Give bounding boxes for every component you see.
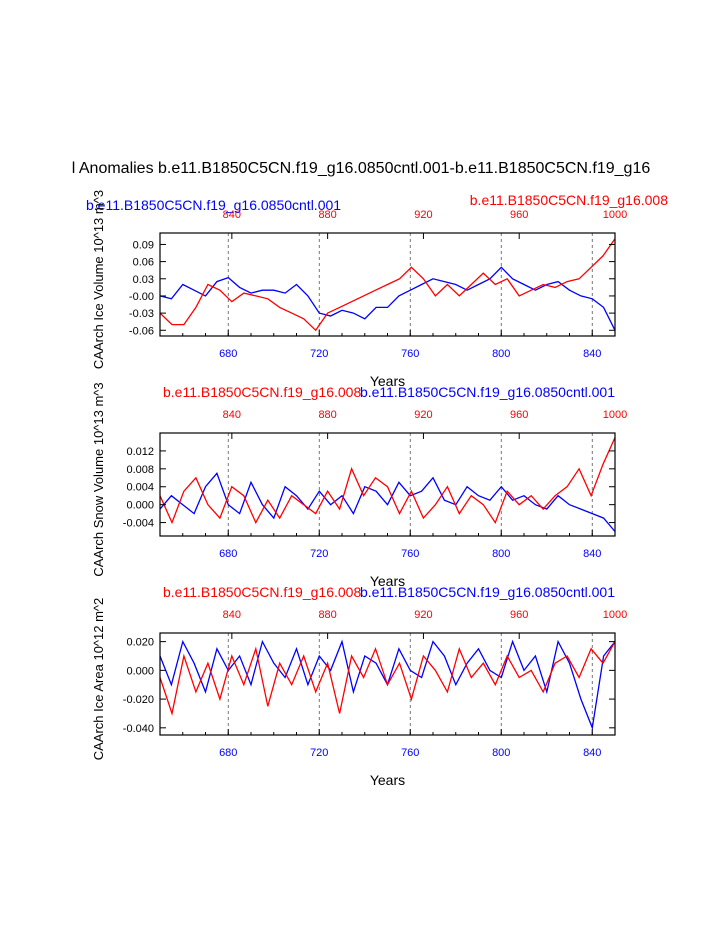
x-tick-label-top: 840 (223, 409, 241, 421)
x-tick-label-top: 920 (414, 609, 432, 621)
x-tick-label-top: 920 (414, 209, 432, 221)
x-tick-label-bottom: 680 (219, 348, 237, 360)
chart-panel-2: 680 720 760 800 840 840 880 920 960 1000 0.012 0.00… (91, 382, 627, 589)
x-tick-label-bottom: 840 (583, 747, 601, 759)
y-tick-label: -0.004 (123, 518, 154, 530)
y-tick-label: 0.012 (126, 446, 154, 458)
y-axis-title: CAArch Snow Volume 10^13 m^3 (91, 382, 106, 576)
y-tick-label: 0.06 (133, 257, 154, 269)
chart-panel-3: 680 720 760 800 840 840 880 920 960 1000 0.020 0.00… (91, 584, 627, 788)
chart-panel-1: 680 720 760 800 840 840 880 920 960 1000 0.09 0.06 0… (91, 190, 627, 389)
x-tick-label-bottom: 840 (583, 548, 601, 560)
x-tick-label-bottom: 800 (492, 747, 510, 759)
series-line-experiment (159, 641, 616, 716)
x-tick-label-top: 880 (318, 609, 336, 621)
series-line-experiment (159, 238, 616, 332)
x-tick-label-top: 1000 (603, 409, 627, 421)
x-tick-label-bottom: 760 (401, 548, 419, 560)
y-tick-label: 0.09 (133, 239, 154, 251)
x-tick-label-top: 960 (510, 209, 528, 221)
series-line-experiment (159, 437, 616, 525)
x-tick-label-bottom: 760 (401, 747, 419, 759)
x-tick-label-top: 840 (223, 209, 241, 221)
plot-frame (159, 432, 616, 537)
series-label-experiment: b.e11.B1850C5CN.f19_g16.008 (163, 584, 361, 600)
x-tick-label-bottom: 680 (219, 548, 237, 560)
series-label-experiment: b.e11.B1850C5CN.f19_g16.008 (163, 384, 361, 400)
x-tick-label-top: 880 (318, 409, 336, 421)
y-tick-label: 0.008 (126, 464, 154, 476)
x-tick-label-top: 1000 (603, 209, 627, 221)
y-tick-label: 0.000 (126, 665, 154, 677)
x-tick-label-top: 1000 (603, 609, 627, 621)
y-tick-label: 0.004 (126, 482, 154, 494)
x-tick-label-bottom: 840 (583, 348, 601, 360)
figure-title: l Anomalies b.e11.B1850C5CN.f19_g16.0850… (72, 160, 651, 177)
y-tick-label: -0.00 (129, 291, 154, 303)
y-tick-label: -0.06 (129, 325, 154, 337)
series-label-control: b.e11.B1850C5CN.f19_g16.0850cntl.001 (360, 584, 615, 600)
x-tick-label-bottom: 720 (310, 747, 328, 759)
x-tick-label-top: 920 (414, 409, 432, 421)
y-axis-title: CAArch Ice Area 10^12 m^2 (91, 598, 106, 761)
x-axis-title: Years (370, 573, 405, 589)
x-tick-label-bottom: 800 (492, 348, 510, 360)
series-line-control (159, 266, 616, 331)
x-tick-label-bottom: 720 (310, 548, 328, 560)
header-experiment-label: b.e11.B1850C5CN.f19_g16.008 (470, 192, 668, 208)
x-tick-label-bottom: 800 (492, 548, 510, 560)
y-axis-title: CAArch Ice Volume 10^13 m^3 (91, 190, 106, 369)
x-axis-title: Years (370, 772, 405, 788)
y-tick-label: 0.020 (126, 637, 154, 649)
x-tick-label-top: 960 (510, 409, 528, 421)
header-control-label: b.e11.B1850C5CN.f19_g16.0850cntl.001 (86, 197, 341, 213)
x-tick-label-top: 880 (318, 209, 336, 221)
series-line-control (159, 472, 616, 532)
y-tick-label: 0.000 (126, 500, 154, 512)
y-tick-label: -0.020 (123, 694, 154, 706)
x-tick-label-bottom: 680 (219, 747, 237, 759)
x-tick-label-bottom: 720 (310, 348, 328, 360)
x-tick-label-top: 840 (223, 609, 241, 621)
x-tick-label-top: 960 (510, 609, 528, 621)
y-tick-label: -0.040 (123, 723, 154, 735)
x-tick-label-bottom: 760 (401, 348, 419, 360)
x-axis-title: Years (370, 373, 405, 389)
y-tick-label: -0.03 (129, 308, 154, 320)
y-tick-label: 0.03 (133, 274, 154, 286)
series-label-control: b.e11.B1850C5CN.f19_g16.0850cntl.001 (360, 384, 615, 400)
